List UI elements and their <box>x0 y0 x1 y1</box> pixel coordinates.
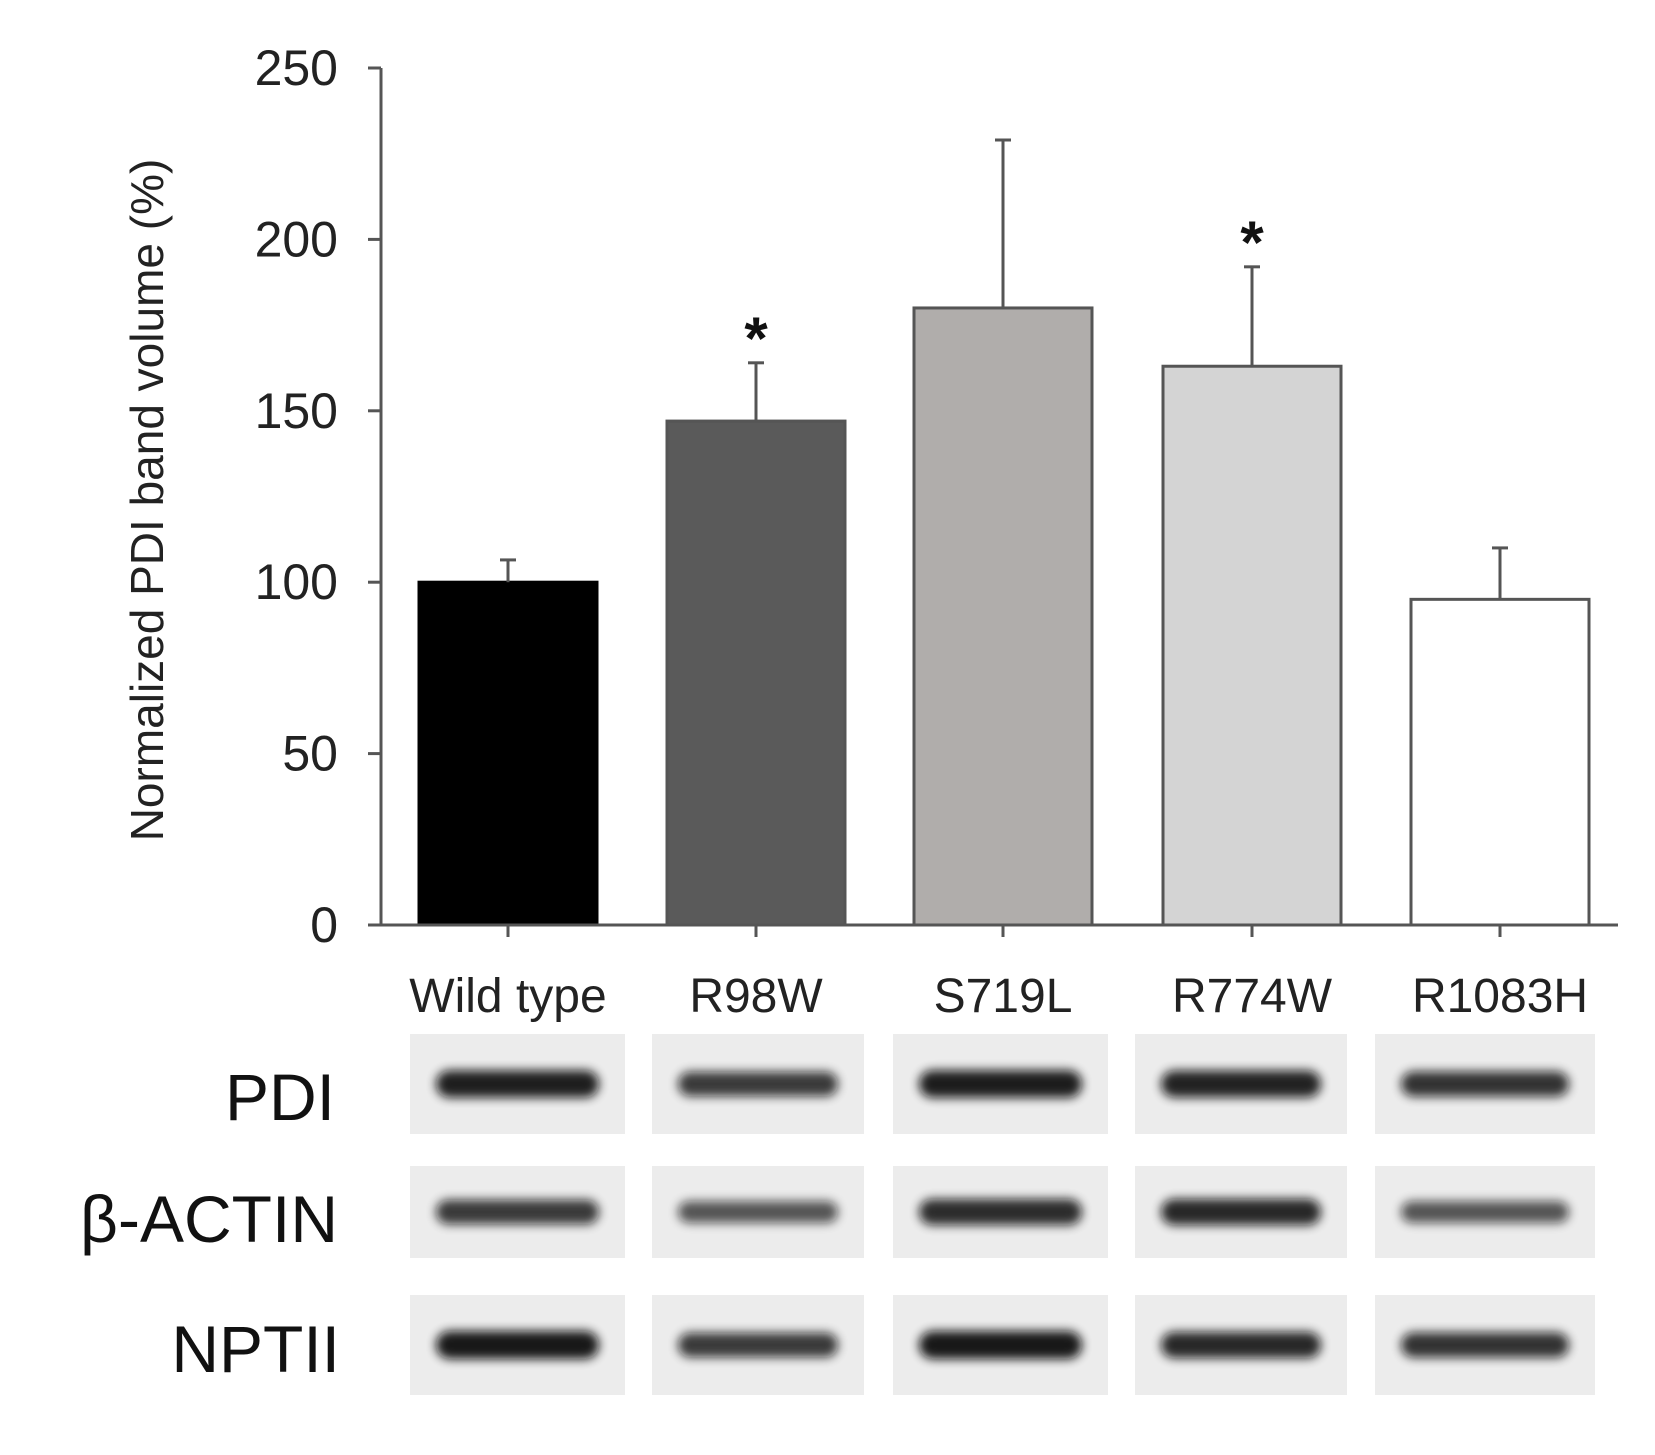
bar-r98w <box>665 419 847 927</box>
y-tick-label: 200 <box>255 211 338 267</box>
x-tick-label: R98W <box>689 970 823 1023</box>
y-tick-label: 0 <box>310 897 338 953</box>
blot-band <box>1401 1332 1569 1358</box>
x-tick-label: R774W <box>1172 970 1333 1023</box>
blot-band <box>919 1331 1082 1359</box>
blot-row-label: NPTII <box>171 1312 340 1386</box>
blot-band <box>436 1199 599 1225</box>
y-tick-label: 150 <box>255 383 338 439</box>
blot-band <box>678 1201 838 1223</box>
x-axis-labels: Wild type R98W S719L R774W R1083H <box>409 970 1588 1023</box>
bar-r774w <box>1161 364 1343 927</box>
blot-row-label: PDI <box>225 1060 335 1134</box>
blot-band <box>436 1070 599 1098</box>
y-axis-ticks: 0 50 100 150 200 250 <box>255 40 381 953</box>
y-tick-label: 50 <box>282 726 338 782</box>
x-tick-label: S719L <box>934 970 1073 1023</box>
blot-band <box>678 1071 838 1097</box>
bar-r1083h <box>1409 597 1591 927</box>
y-axis-label: Normalized PDI band volume (%) <box>121 159 173 842</box>
bar-wild-type <box>417 580 599 927</box>
blot-band <box>1161 1070 1321 1098</box>
significance-star: * <box>744 305 768 372</box>
blot-row-label: β-ACTIN <box>80 1182 338 1256</box>
western-blot-panel: PDI β-ACTIN NPTII <box>80 1034 1595 1395</box>
x-axis-ticks <box>506 925 1502 937</box>
significance-markers: ** <box>744 209 1264 372</box>
x-tick-label: R1083H <box>1412 970 1588 1023</box>
bar-s719l <box>912 306 1094 927</box>
bar-chart: Normalized PDI band volume (%) 0 50 100 150… <box>121 40 1618 1023</box>
y-tick-label: 250 <box>255 40 338 96</box>
x-tick-label: Wild type <box>409 970 606 1023</box>
error-bars <box>500 138 1508 600</box>
y-tick-label: 100 <box>255 554 338 610</box>
bars <box>417 306 1591 927</box>
blot-band <box>1161 1198 1321 1226</box>
blot-band <box>678 1332 838 1358</box>
significance-star: * <box>1240 209 1264 276</box>
blot-band <box>919 1070 1082 1098</box>
blot-band <box>1401 1201 1569 1223</box>
blot-band <box>1401 1071 1569 1097</box>
blot-band <box>436 1331 599 1359</box>
blot-band <box>1161 1331 1321 1359</box>
blot-band <box>919 1199 1082 1225</box>
